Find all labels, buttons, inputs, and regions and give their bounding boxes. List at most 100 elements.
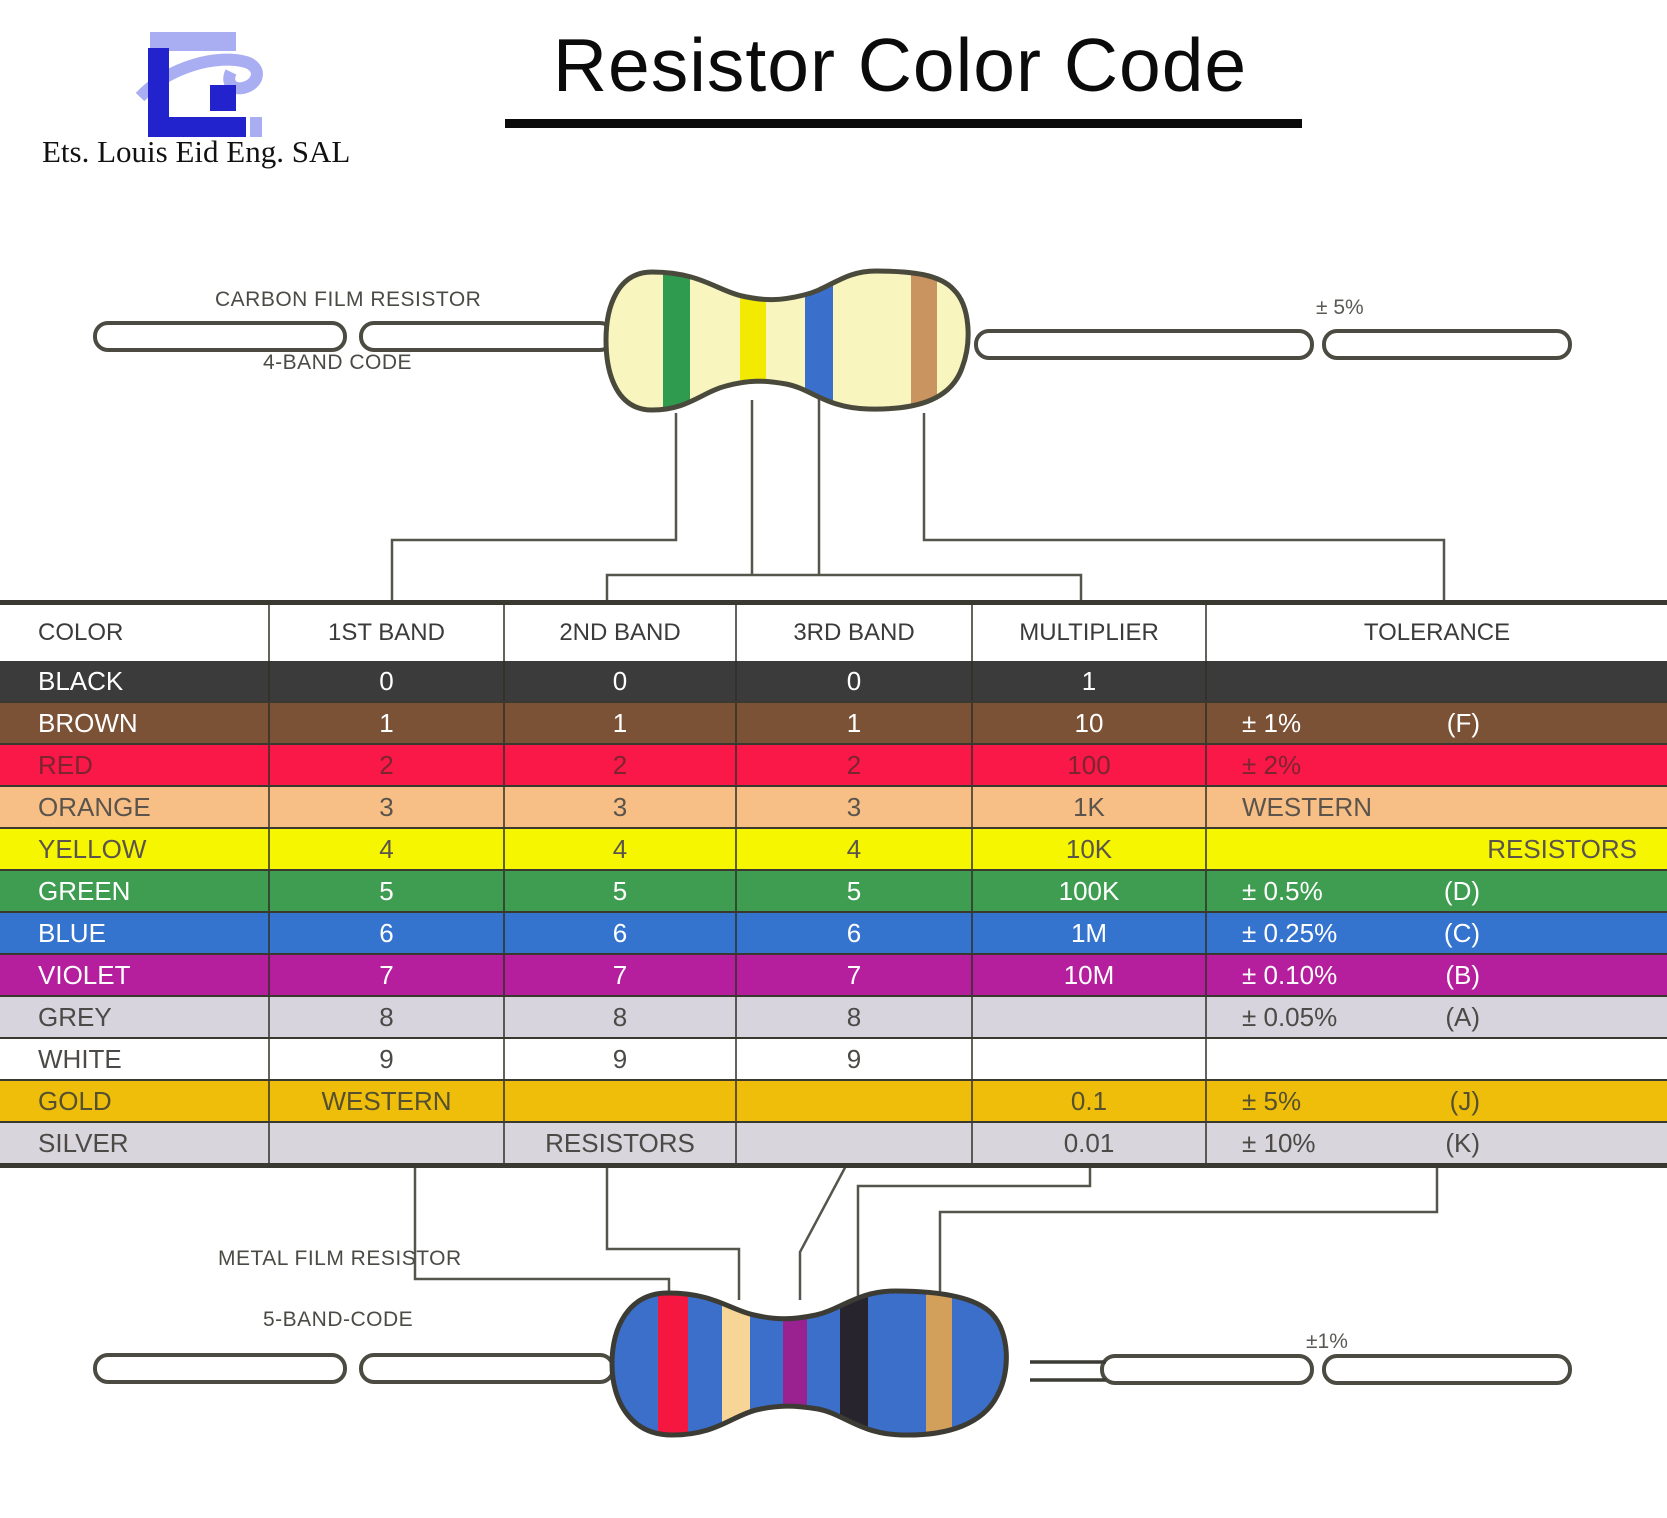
table-row-violet: VIOLET 7 7 7 10M ± 0.10% (B) — [0, 953, 1667, 995]
tolerance-cell: ± 0.05% (A) — [1207, 997, 1667, 1037]
multiplier-value: 0.01 — [973, 1123, 1207, 1163]
band2-value: 1 — [505, 703, 737, 743]
metal-film-resistor-label: METAL FILM RESISTOR — [218, 1247, 462, 1270]
multiplier-value: 1 — [973, 661, 1207, 701]
tolerance-letter: (B) — [1445, 960, 1480, 990]
title-underline — [505, 119, 1302, 128]
metal-lead-right-1 — [1100, 1354, 1314, 1385]
leader-multiplier-to-band4 — [856, 1147, 1092, 1300]
band3-value: 1 — [737, 703, 973, 743]
tolerance-cell: ± 1% (F) — [1207, 703, 1667, 743]
multiplier-value: 10 — [973, 703, 1207, 743]
metal-resistor-leads — [93, 1353, 1572, 1385]
tolerance-cell: ± 0.25% (C) — [1207, 913, 1667, 953]
carbon-lead-left-2 — [359, 321, 615, 352]
band1-value: 3 — [270, 787, 505, 827]
multiplier-value: 1M — [973, 913, 1207, 953]
leader-band2-band3 — [605, 398, 1083, 600]
brand-text-right: RESISTORS — [1487, 834, 1637, 864]
color-table-body: BLACK 0 0 0 1 BROWN 1 1 1 10 ± 1% (F) RED 2 2 2 100 ± 2% O… — [0, 661, 1667, 1163]
band2-value: 4 — [505, 829, 737, 869]
table-row-brown: BROWN 1 1 1 10 ± 1% (F) — [0, 701, 1667, 743]
company-logo — [135, 32, 263, 137]
five-band-code-label: 5-BAND-CODE — [263, 1308, 414, 1331]
band2-value: 9 — [505, 1039, 737, 1079]
color-name: VIOLET — [0, 955, 270, 995]
table-row-black: BLACK 0 0 0 1 — [0, 661, 1667, 701]
band1-value: WESTERN — [270, 1081, 505, 1121]
band3-value: 3 — [737, 787, 973, 827]
metal-tolerance-note: ±1% — [1306, 1330, 1348, 1353]
band2-value: RESISTORS — [505, 1123, 737, 1163]
multiplier-value: 10M — [973, 955, 1207, 995]
band3-value: 9 — [737, 1039, 973, 1079]
multiplier-value: 10K — [973, 829, 1207, 869]
color-code-table: COLOR 1ST BAND 2ND BAND 3RD BAND MULTIPL… — [0, 600, 1667, 1168]
band3-value: 5 — [737, 871, 973, 911]
header-multiplier: MULTIPLIER — [973, 605, 1207, 661]
band1-value — [270, 1123, 505, 1163]
band2-value — [505, 1081, 737, 1121]
leader-2nd-to-band2 — [605, 1147, 741, 1300]
color-name: BROWN — [0, 703, 270, 743]
tolerance-cell: RESISTORS — [1207, 829, 1667, 869]
band3-value — [737, 1123, 973, 1163]
color-name: WHITE — [0, 1039, 270, 1079]
tolerance-cell: ± 0.5% (D) — [1207, 871, 1667, 911]
header-tolerance: TOLERANCE — [1363, 619, 1511, 646]
band2-value: 6 — [505, 913, 737, 953]
color-name: SILVER — [0, 1123, 270, 1163]
company-name: Ets. Louis Eid Eng. SAL — [42, 134, 351, 169]
carbon-band-4-tan — [911, 271, 937, 410]
header-3rd-band: 3RD BAND — [737, 605, 973, 661]
leader-3rd-to-band3 — [798, 1146, 858, 1300]
multiplier-value: 0.1 — [973, 1081, 1207, 1121]
tolerance-value: ± 5% — [1242, 1086, 1302, 1116]
band2-value: 0 — [505, 661, 737, 701]
tolerance-value: ± 2% — [1242, 750, 1302, 780]
logo-dark-bottom-bar — [148, 117, 246, 137]
page-title: Resistor Color Code — [552, 23, 1248, 107]
band1-value: 0 — [270, 661, 505, 701]
band1-value: 7 — [270, 955, 505, 995]
top-leader-lines — [390, 398, 1446, 600]
table-row-gold: GOLD WESTERN 0.1 ± 5% (J) — [0, 1079, 1667, 1121]
logo-light-top-bar — [150, 32, 236, 51]
carbon-lead-right-1 — [974, 329, 1314, 360]
band2-value: 2 — [505, 745, 737, 785]
tolerance-cell: WESTERN — [1207, 787, 1667, 827]
tolerance-letter: (D) — [1443, 876, 1480, 906]
band3-value — [737, 1081, 973, 1121]
color-name: GREY — [0, 997, 270, 1037]
tolerance-value: ± 10% — [1242, 1128, 1316, 1158]
metal-lead-right-2 — [1322, 1354, 1572, 1385]
leader-band1-to-1st — [390, 413, 678, 600]
carbon-band-1-green — [663, 271, 690, 410]
tolerance-cell — [1207, 661, 1667, 701]
table-row-white: WHITE 9 9 9 — [0, 1037, 1667, 1079]
bottom-leader-lines — [413, 1146, 1439, 1302]
band3-value: 2 — [737, 745, 973, 785]
band3-value: 4 — [737, 829, 973, 869]
band2-value: 3 — [505, 787, 737, 827]
band1-value: 6 — [270, 913, 505, 953]
band1-value: 4 — [270, 829, 505, 869]
band2-value: 8 — [505, 997, 737, 1037]
table-row-grey: GREY 8 8 8 ± 0.05% (A) — [0, 995, 1667, 1037]
color-name: YELLOW — [0, 829, 270, 869]
metal-resistor-body — [612, 1291, 1007, 1436]
tolerance-cell: ± 2% — [1207, 745, 1667, 785]
color-name: BLACK — [0, 661, 270, 701]
logo-dark-square — [210, 85, 236, 111]
tolerance-value: ± 0.10% — [1242, 960, 1338, 990]
metal-band-1-red — [658, 1291, 688, 1436]
multiplier-value — [973, 997, 1207, 1037]
multiplier-value: 100K — [973, 871, 1207, 911]
table-row-blue: BLUE 6 6 6 1M ± 0.25% (C) — [0, 911, 1667, 953]
table-row-orange: ORANGE 3 3 3 1K WESTERN — [0, 785, 1667, 827]
metal-band-5-gold — [926, 1291, 952, 1436]
band2-value: 5 — [505, 871, 737, 911]
header-color: COLOR — [0, 605, 270, 661]
color-name: BLUE — [0, 913, 270, 953]
